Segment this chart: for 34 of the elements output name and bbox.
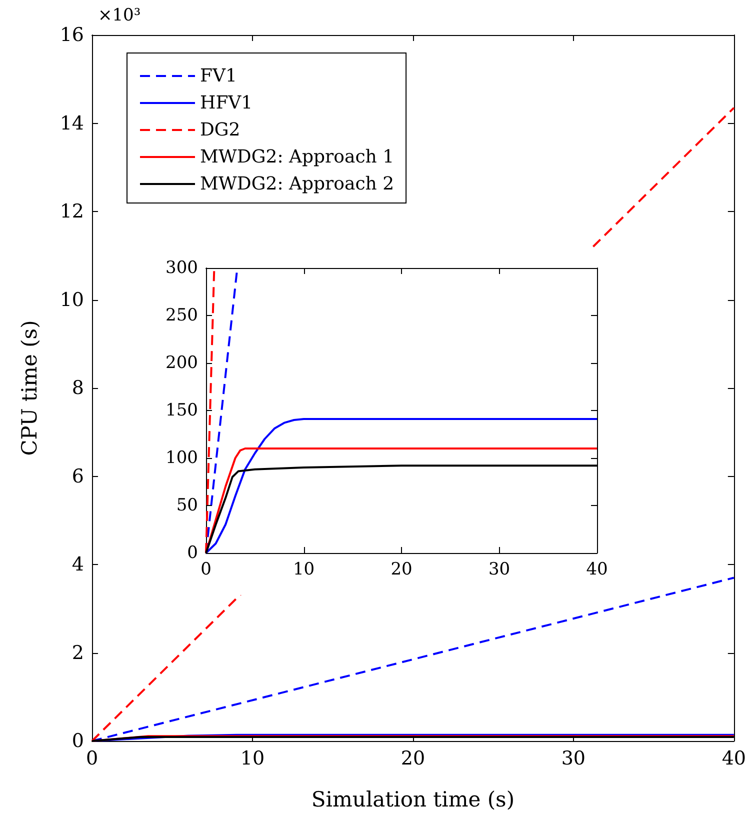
x-tick-label: 20 — [390, 560, 412, 580]
x-tick-label: 0 — [200, 560, 212, 580]
y-tick-label: 300 — [166, 258, 198, 278]
y-tick-label: 150 — [166, 400, 198, 420]
y-tick-label: 0 — [72, 730, 84, 752]
y-tick-label: 8 — [72, 377, 84, 399]
text: ×10³ — [98, 6, 141, 26]
x-tick-label: 40 — [586, 560, 608, 580]
y-tick-label: 100 — [166, 448, 198, 468]
x-tick-label: 20 — [400, 748, 426, 770]
y-tick-label: 12 — [60, 200, 84, 222]
legend-label: HFV1 — [200, 92, 253, 114]
x-tick-label: 40 — [722, 748, 746, 770]
x-tick-label: 30 — [561, 748, 586, 770]
x-tick-label: 10 — [240, 748, 265, 770]
y-tick-label: 4 — [72, 554, 84, 576]
y-tick-label: 14 — [60, 112, 84, 134]
x-axis-title: Simulation time (s) — [311, 788, 515, 812]
legend-label: FV1 — [200, 66, 237, 86]
y-tick-label: 16 — [60, 24, 84, 46]
legend-label: MWDG2: Approach 2 — [200, 174, 394, 194]
y-tick-label: 50 — [176, 496, 198, 516]
y-axis-title: CPU time (s) — [18, 320, 42, 456]
y-tick-label: 10 — [60, 288, 84, 311]
x-tick-label: 10 — [292, 560, 315, 580]
x-tick-label: 30 — [488, 560, 510, 580]
legend-label: DG2 — [200, 120, 240, 140]
y-tick-label: 0 — [187, 543, 198, 563]
y-tick-label: 200 — [166, 353, 198, 373]
y-tick-label: 6 — [72, 465, 84, 488]
legend-label: MWDG2: Approach 1 — [200, 146, 394, 168]
y-tick-label: 250 — [166, 306, 198, 326]
x-tick-label: 0 — [86, 748, 98, 770]
y-tick-label: 2 — [72, 642, 84, 664]
